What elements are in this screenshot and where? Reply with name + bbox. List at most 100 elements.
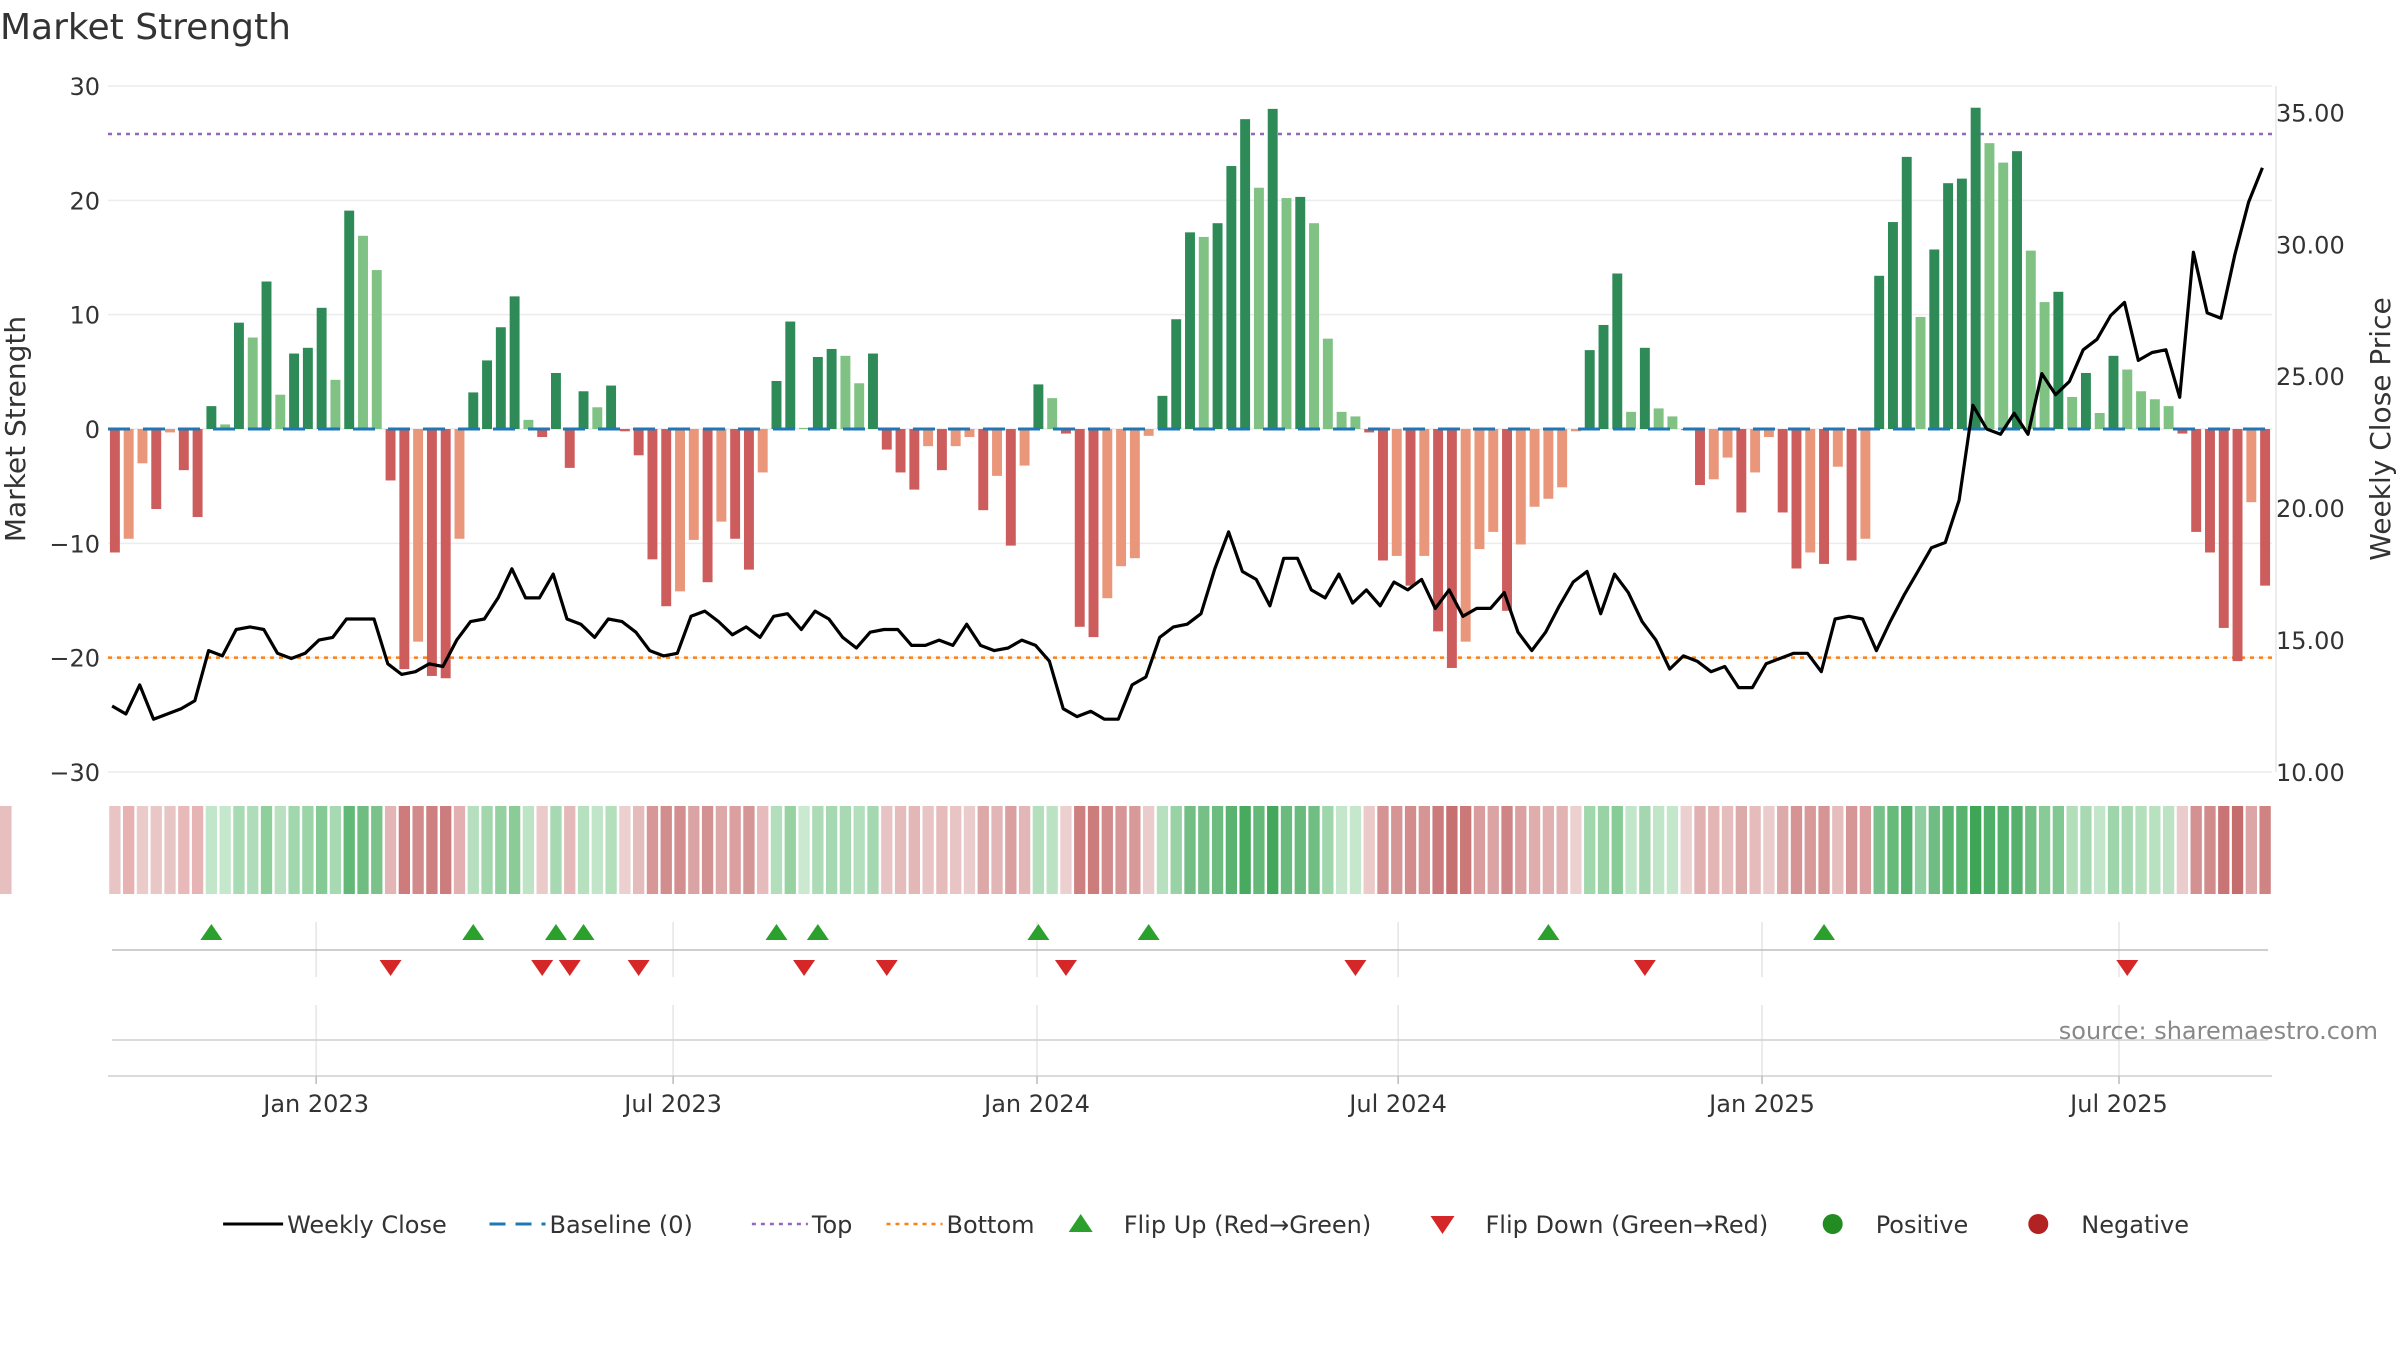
strength-bar <box>1943 183 1954 429</box>
heat-band-cell <box>481 806 493 894</box>
legend-item: Negative <box>2028 1211 2189 1239</box>
x-tick-label: Jul 2025 <box>2068 1090 2168 1118</box>
strength-bar <box>1653 408 1664 429</box>
strength-bar <box>2205 429 2215 553</box>
strength-bar <box>1281 198 1292 429</box>
heat-band-cell <box>1418 806 1430 894</box>
heat-band-cell <box>1391 806 1403 894</box>
flip-down-marker <box>2116 960 2139 976</box>
heat-band-cell <box>812 806 824 894</box>
strength-bar <box>2149 399 2160 429</box>
strength-bar <box>785 321 796 429</box>
strength-bar <box>247 337 258 429</box>
heat-band-cell <box>150 806 162 894</box>
strength-bar <box>344 210 355 429</box>
heat-band-cell <box>2190 806 2202 894</box>
heat-band-cell <box>2245 806 2257 894</box>
heat-band-cell <box>2135 806 2147 894</box>
heat-band-cell <box>1129 806 1141 894</box>
strength-bar <box>1570 429 1581 432</box>
strength-bar <box>1171 319 1182 429</box>
strength-bar <box>123 429 134 539</box>
strength-bar <box>661 429 672 607</box>
x-tick-label: Jul 2023 <box>622 1090 722 1118</box>
right-y-tick-label: 35.00 <box>2276 99 2345 127</box>
strength-bar <box>1295 196 1306 429</box>
strength-bar <box>426 429 437 676</box>
heat-band-cell <box>1708 806 1720 894</box>
flip-up-marker <box>462 924 485 940</box>
heat-band-cell <box>1859 806 1872 894</box>
heat-band-cell <box>1983 806 1996 894</box>
heat-band-cell <box>384 806 397 894</box>
legend-item: Positive <box>1822 1211 1968 1239</box>
strength-bar <box>1474 429 1485 550</box>
strength-bar <box>165 429 175 433</box>
strength-bar <box>1309 223 1320 429</box>
strength-bar <box>992 429 1002 476</box>
heat-band-cell <box>1018 806 1031 894</box>
heat-band-cell <box>591 806 603 894</box>
legend-label: Negative <box>2081 1211 2189 1239</box>
strength-bar <box>1515 429 1526 545</box>
strength-bar <box>923 429 934 447</box>
strength-bar <box>1708 429 1719 480</box>
strength-bar <box>1267 108 1278 429</box>
heat-band-cell <box>688 806 700 894</box>
strength-bar <box>1378 429 1388 561</box>
strength-bar <box>137 429 148 464</box>
legend-label: Flip Up (Red→Green) <box>1124 1211 1372 1239</box>
heat-band-cell <box>178 806 190 894</box>
heat-band-cell <box>0 806 12 894</box>
strength-bar <box>757 429 768 473</box>
strength-bar <box>1929 249 1940 429</box>
heat-band-cell <box>1005 806 1017 894</box>
strength-bar <box>564 429 575 468</box>
strength-bar <box>950 429 961 447</box>
heat-band-cell <box>357 806 369 894</box>
flip-down-marker <box>1344 960 1367 976</box>
strength-bar <box>647 429 658 560</box>
heat-band-cell <box>1363 806 1375 894</box>
heat-band-cell <box>1542 806 1555 894</box>
flip-up-marker <box>1027 924 1050 940</box>
heat-band-cell <box>315 806 328 894</box>
heat-band-cell <box>1446 806 1458 894</box>
heat-band-cell <box>398 806 410 894</box>
strength-bar <box>1529 429 1540 507</box>
x-axis-ticks: Jan 2023 Jul 2023 Jan 2024 Jul 2024 Jan 2025… <box>261 1076 2168 1118</box>
right-y-tick-label: 20.00 <box>2276 495 2345 523</box>
strength-bar <box>1336 411 1347 429</box>
flip-up-marker <box>1537 924 1560 940</box>
heat-band-cell <box>1404 806 1417 894</box>
weekly-close-series <box>111 167 2264 721</box>
strength-bar <box>675 429 685 592</box>
strength-bar <box>2039 302 2050 429</box>
strength-bar <box>151 429 162 510</box>
strength-bar <box>964 429 975 438</box>
strength-bar <box>2163 406 2174 429</box>
heat-band-cell <box>1280 806 1293 894</box>
strength-bar <box>2053 291 2064 429</box>
heat-band-cell <box>440 806 452 894</box>
heat-band-cell <box>867 806 879 894</box>
heat-band-cell <box>1101 806 1113 894</box>
flip-markers-panel <box>112 922 2268 977</box>
strength-bar <box>550 372 561 429</box>
strength-bar <box>812 356 823 429</box>
heat-band-cell <box>1239 806 1251 894</box>
strength-bar <box>330 379 341 429</box>
strength-bar <box>233 322 244 429</box>
heat-band-cell <box>1060 806 1072 894</box>
strength-bar <box>1667 416 1678 429</box>
heat-band-cell <box>329 806 342 894</box>
strength-bar <box>495 327 506 429</box>
strength-bar <box>537 429 548 438</box>
strength-bar <box>854 383 865 429</box>
strength-bar <box>1543 429 1554 499</box>
legend-label: Bottom <box>947 1211 1035 1239</box>
strength-bar <box>2067 396 2078 429</box>
weekly-close-line <box>111 167 2264 721</box>
heat-band-cell <box>1666 806 1679 894</box>
heat-band-cell <box>2052 806 2065 894</box>
